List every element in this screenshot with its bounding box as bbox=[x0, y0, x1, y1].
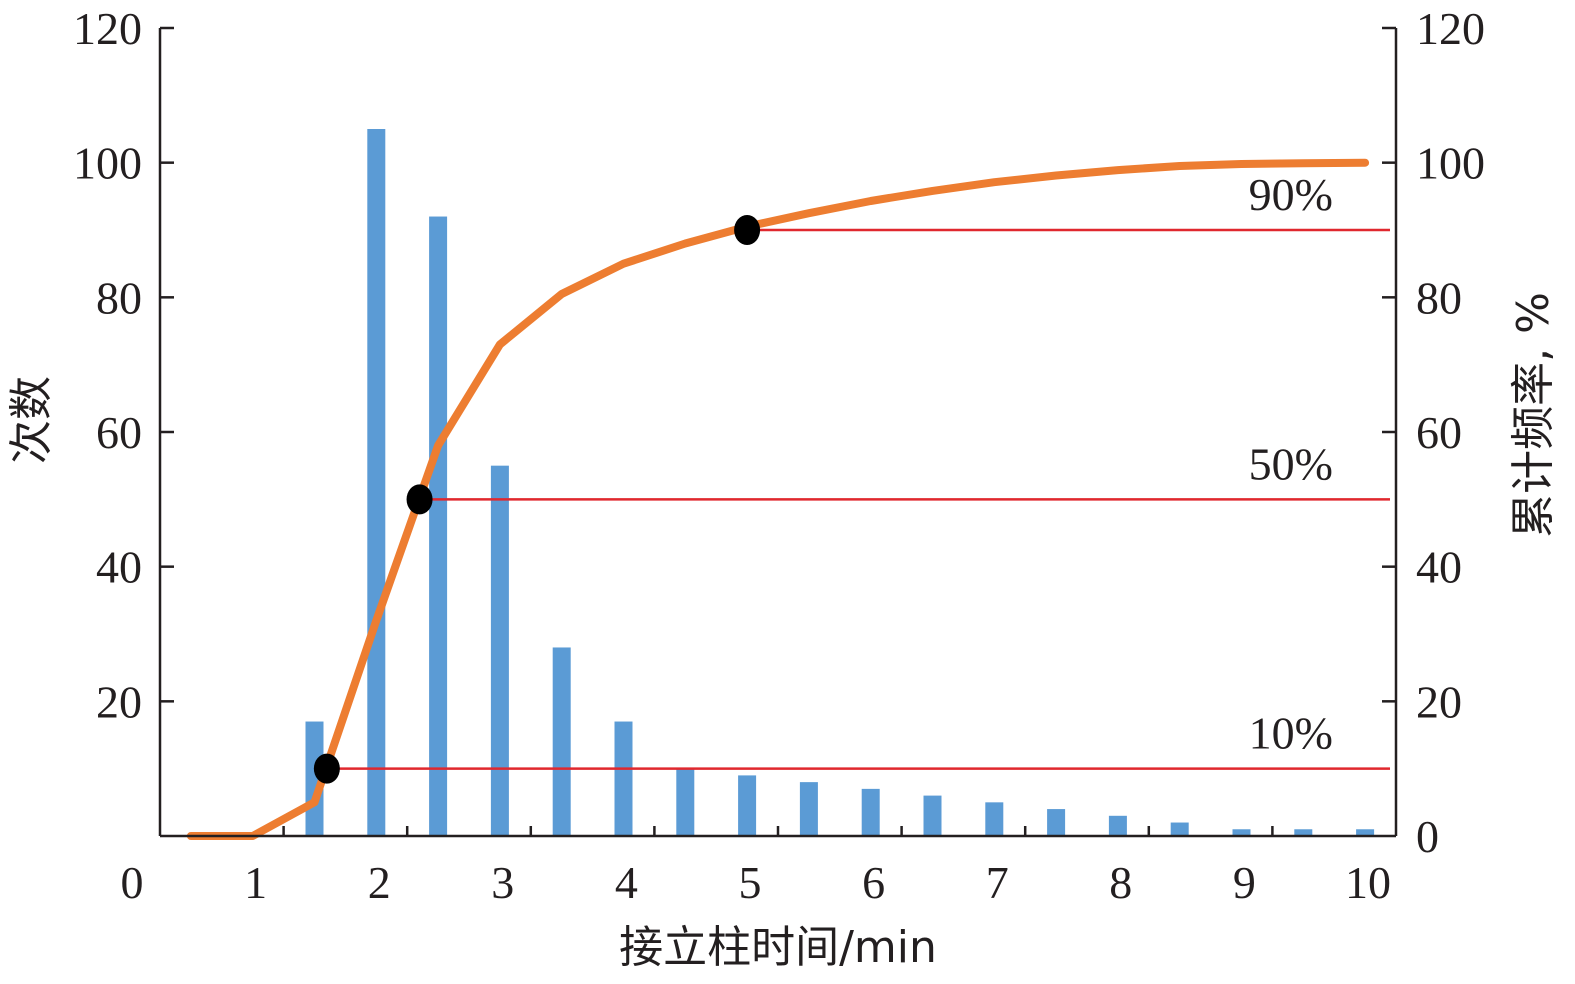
bar-16 bbox=[1294, 829, 1313, 836]
reference-label-0: 90% bbox=[1249, 169, 1333, 220]
bar-1 bbox=[367, 129, 386, 836]
x-tick-label-2: 2 bbox=[368, 857, 391, 908]
y2-tick-label-5: 100 bbox=[1416, 138, 1485, 189]
x-tick-label-9: 9 bbox=[1233, 857, 1256, 908]
marker-1 bbox=[406, 484, 433, 515]
y-axis-title: 次数 bbox=[6, 376, 57, 464]
reference-lines bbox=[326, 228, 1390, 770]
bar-5 bbox=[614, 721, 633, 836]
x-tick-label-8: 8 bbox=[1109, 857, 1132, 908]
bar-4 bbox=[552, 647, 571, 836]
y2-tick-label-1: 20 bbox=[1416, 676, 1462, 727]
y-tick-label-0: 20 bbox=[96, 676, 142, 727]
x-tick-label-5: 5 bbox=[739, 857, 762, 908]
y2-tick-label-4: 80 bbox=[1416, 272, 1462, 323]
x-tick-label-7: 7 bbox=[986, 857, 1009, 908]
bar-8 bbox=[799, 782, 818, 836]
bar-9 bbox=[861, 788, 880, 836]
markers bbox=[313, 215, 761, 784]
bar-10 bbox=[923, 795, 942, 836]
marker-2 bbox=[313, 753, 340, 784]
x-tick-label-0: 0 bbox=[121, 857, 144, 908]
x-tick-label-1: 1 bbox=[244, 857, 267, 908]
y2-tick-label-6: 120 bbox=[1416, 3, 1485, 54]
y-tick-label-2: 60 bbox=[96, 407, 142, 458]
y-tick-label-3: 80 bbox=[96, 272, 142, 323]
bar-2 bbox=[429, 216, 448, 837]
x-tick-label-3: 3 bbox=[491, 857, 514, 908]
y2-tick-label-0: 0 bbox=[1416, 811, 1439, 862]
bar-11 bbox=[985, 802, 1004, 836]
y2-axis-title: 累计频率, % bbox=[1508, 292, 1559, 538]
bar-6 bbox=[676, 768, 695, 836]
y-tick-label-1: 40 bbox=[96, 542, 142, 593]
bar-17 bbox=[1356, 829, 1375, 836]
x-tick-label-6: 6 bbox=[862, 857, 885, 908]
reference-label-1: 50% bbox=[1249, 438, 1333, 489]
ticks bbox=[160, 26, 1396, 836]
bar-13 bbox=[1108, 815, 1127, 836]
y-tick-label-4: 100 bbox=[73, 138, 142, 189]
bar-14 bbox=[1170, 822, 1189, 836]
y2-tick-label-2: 40 bbox=[1416, 542, 1462, 593]
x-tick-label-10: 10 bbox=[1345, 857, 1391, 908]
bar-15 bbox=[1232, 829, 1251, 836]
reference-label-2: 10% bbox=[1249, 708, 1333, 759]
bar-7 bbox=[738, 775, 757, 836]
marker-0 bbox=[734, 215, 761, 245]
x-tick-label-4: 4 bbox=[615, 857, 638, 908]
tick-labels: 0 1 2 3 4 5 6 7 8 9 10 20 40 60 80 100 120 0 20 40 60 80 100 12… bbox=[73, 3, 1485, 908]
annotations: 90% 50% 10% bbox=[1249, 169, 1333, 759]
cumulative-line-series bbox=[186, 158, 1370, 840]
bar-12 bbox=[1047, 809, 1066, 836]
x-axis-title: 接立柱时间/min bbox=[619, 922, 937, 973]
bar-series bbox=[305, 129, 1375, 837]
bar-3 bbox=[490, 465, 509, 836]
y2-tick-label-3: 60 bbox=[1416, 407, 1462, 458]
cumulative-line bbox=[186, 158, 1370, 840]
y-tick-label-5: 120 bbox=[73, 3, 142, 54]
